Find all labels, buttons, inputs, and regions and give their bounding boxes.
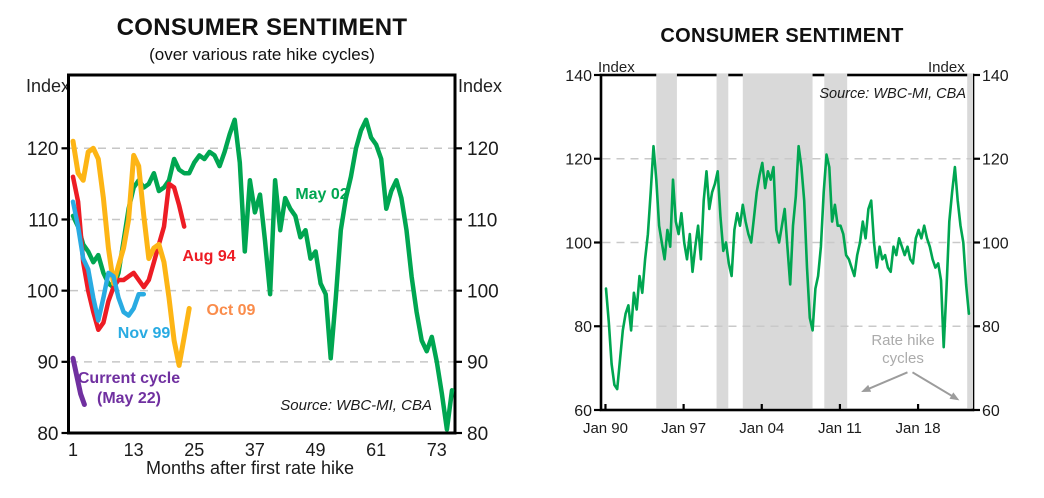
ytick-label-right: 80 — [467, 424, 488, 445]
series-line-oct-09 — [70, 138, 192, 368]
left-chart-yaxis-label-left: Index — [26, 76, 71, 96]
left-chart-source: Source: WBC-MI, CBA — [280, 397, 432, 414]
ytick-label-left: 60 — [574, 403, 592, 420]
right-chart-canvas: 60 60 80 80 100 100 120 120 140 140 Jan 90 Jan 97 Ja… — [565, 68, 1009, 437]
annotation-arrowhead — [861, 384, 872, 392]
xtick-label: 1 — [68, 440, 78, 460]
ytick-label-left: 140 — [565, 68, 592, 85]
ytick-label-right: 100 — [467, 281, 499, 302]
series-line-current-cycle — [70, 355, 87, 407]
xtick-label: 61 — [366, 440, 386, 460]
left-chart-xaxis-title: Months after first rate hike — [145, 458, 355, 478]
xtick-label: Jan 11 — [818, 420, 862, 437]
xtick-label: 25 — [184, 440, 204, 460]
left-chart-canvas: 80 80 90 90 100 100 110 110 120 120 1 13 25 37 49 61 73 — [27, 73, 499, 460]
series-label-current-cycle-line1: Current cycle — [77, 370, 181, 387]
ytick-label-left: 100 — [27, 281, 59, 302]
plot-border — [67, 73, 457, 435]
ytick-label-left: 100 — [565, 235, 592, 252]
ytick-label-left: 80 — [574, 319, 592, 336]
rate-hike-cycles-line2: cycles — [882, 350, 924, 367]
series-line-aug-94 — [70, 174, 187, 333]
ytick-label-right: 100 — [982, 235, 1009, 252]
rate-hike-cycles-line1: Rate hike — [871, 332, 935, 349]
series-label-may-02: May 02 — [295, 186, 349, 203]
ytick-label-left: 120 — [27, 139, 59, 160]
xtick-label: 13 — [124, 440, 144, 460]
ytick-label-right: 80 — [982, 319, 1000, 336]
xtick-label: 73 — [427, 440, 447, 460]
right-chart-yaxis-label-right: Index — [928, 59, 965, 76]
series-label-aug-94: Aug 94 — [182, 248, 236, 265]
left-chart-subtitle: (over various rate hike cycles) — [149, 45, 375, 64]
rate-hike-band — [824, 73, 848, 409]
ytick-label-left: 90 — [37, 353, 58, 374]
annotation-arrowhead — [949, 392, 960, 401]
ytick-label-right: 120 — [982, 152, 1009, 169]
annotation-arrow-line — [864, 371, 908, 392]
xtick-label: Jan 90 — [583, 420, 628, 437]
right-chart-source: Source: WBC-MI, CBA — [819, 86, 966, 102]
series-label-oct-09: Oct 09 — [206, 302, 256, 319]
xtick-label: 37 — [245, 440, 265, 460]
ytick-label-right: 110 — [467, 210, 497, 231]
ytick-label-left: 110 — [28, 210, 58, 231]
xtick-label: Jan 04 — [739, 420, 784, 437]
ytick-label-left: 120 — [565, 152, 592, 169]
series-label-current-cycle: Current cycle (May 22) — [67, 369, 191, 409]
rate-hike-cycles-annotation: Rate hike cycles — [858, 332, 948, 368]
ytick-label-right: 90 — [467, 353, 488, 374]
series-label-current-cycle-line2: (May 22) — [96, 390, 162, 407]
left-chart-title: CONSUMER SENTIMENT — [116, 14, 408, 41]
ytick-label-right: 60 — [982, 403, 1000, 420]
annotation-arrow-line — [911, 371, 957, 400]
rate-hike-band — [967, 73, 973, 409]
series-line-may-02 — [70, 117, 455, 432]
xtick-label: Jan 18 — [896, 420, 941, 437]
series-line-sentiment — [604, 144, 971, 391]
ytick-label-right: 140 — [982, 68, 1009, 85]
series-label-nov-99: Nov 99 — [117, 325, 171, 342]
series-line-nov-99 — [70, 199, 147, 323]
xtick-label: 49 — [306, 440, 326, 460]
xtick-label: Jan 97 — [661, 420, 706, 437]
left-chart-yaxis-label-right: Index — [458, 76, 503, 96]
right-chart-yaxis-label-left: Index — [598, 59, 635, 76]
right-chart-title: CONSUMER SENTIMENT — [660, 25, 904, 47]
ytick-label-left: 80 — [37, 424, 58, 445]
ytick-label-right: 120 — [467, 139, 499, 160]
